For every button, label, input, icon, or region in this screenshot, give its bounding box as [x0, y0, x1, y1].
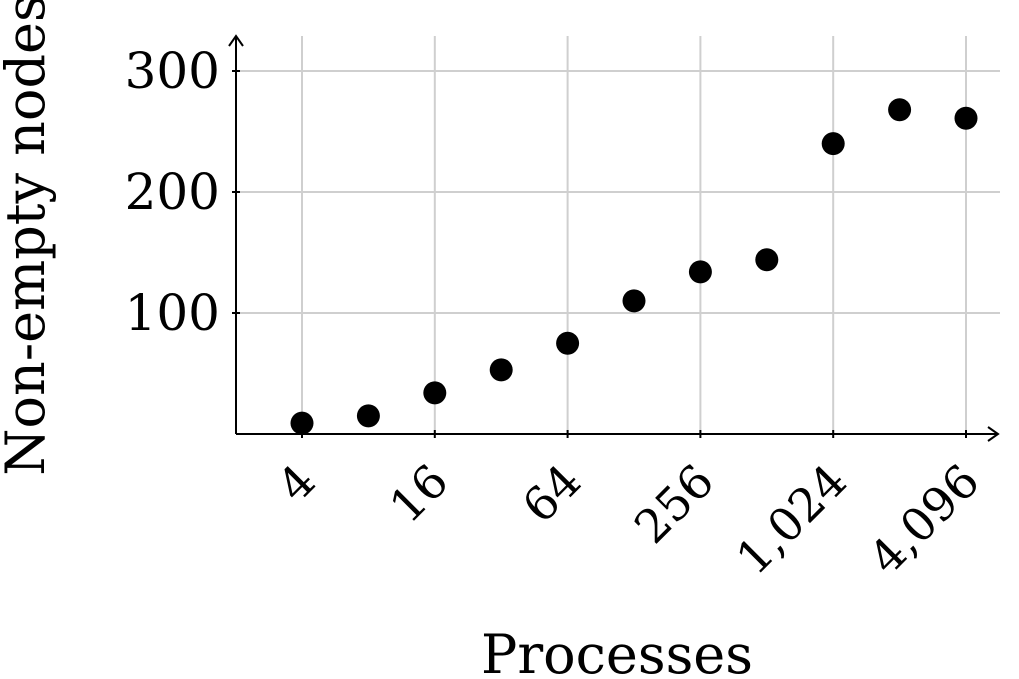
data-point [954, 106, 978, 130]
grid-lines [236, 36, 1000, 434]
data-point [821, 132, 845, 156]
x-tick-label: 256 [624, 454, 724, 554]
data-point [688, 260, 712, 284]
y-axis-arrowhead [228, 34, 244, 47]
x-axis-arrowhead [987, 426, 1000, 442]
y-tick-label: 100 [125, 284, 220, 342]
data-point [489, 358, 513, 382]
data-point [556, 331, 580, 355]
x-tick-label: 1,024 [726, 454, 857, 585]
data-point [290, 411, 314, 435]
data-points [290, 98, 978, 435]
x-tick-label: 16 [379, 454, 459, 534]
x-tick-label: 4 [267, 454, 326, 513]
y-tick-label: 200 [125, 163, 220, 221]
x-tick-label: 64 [512, 454, 592, 534]
x-axis-title: Processes [481, 623, 753, 674]
data-point [622, 289, 646, 313]
y-tick-label: 300 [125, 42, 220, 100]
x-tick-label: 4,096 [858, 454, 989, 585]
axes [228, 34, 1000, 442]
data-point [356, 404, 380, 428]
data-point [755, 248, 779, 272]
data-point [888, 98, 912, 122]
data-point [423, 381, 447, 405]
y-axis-title: Non-empty nodes [0, 0, 57, 476]
